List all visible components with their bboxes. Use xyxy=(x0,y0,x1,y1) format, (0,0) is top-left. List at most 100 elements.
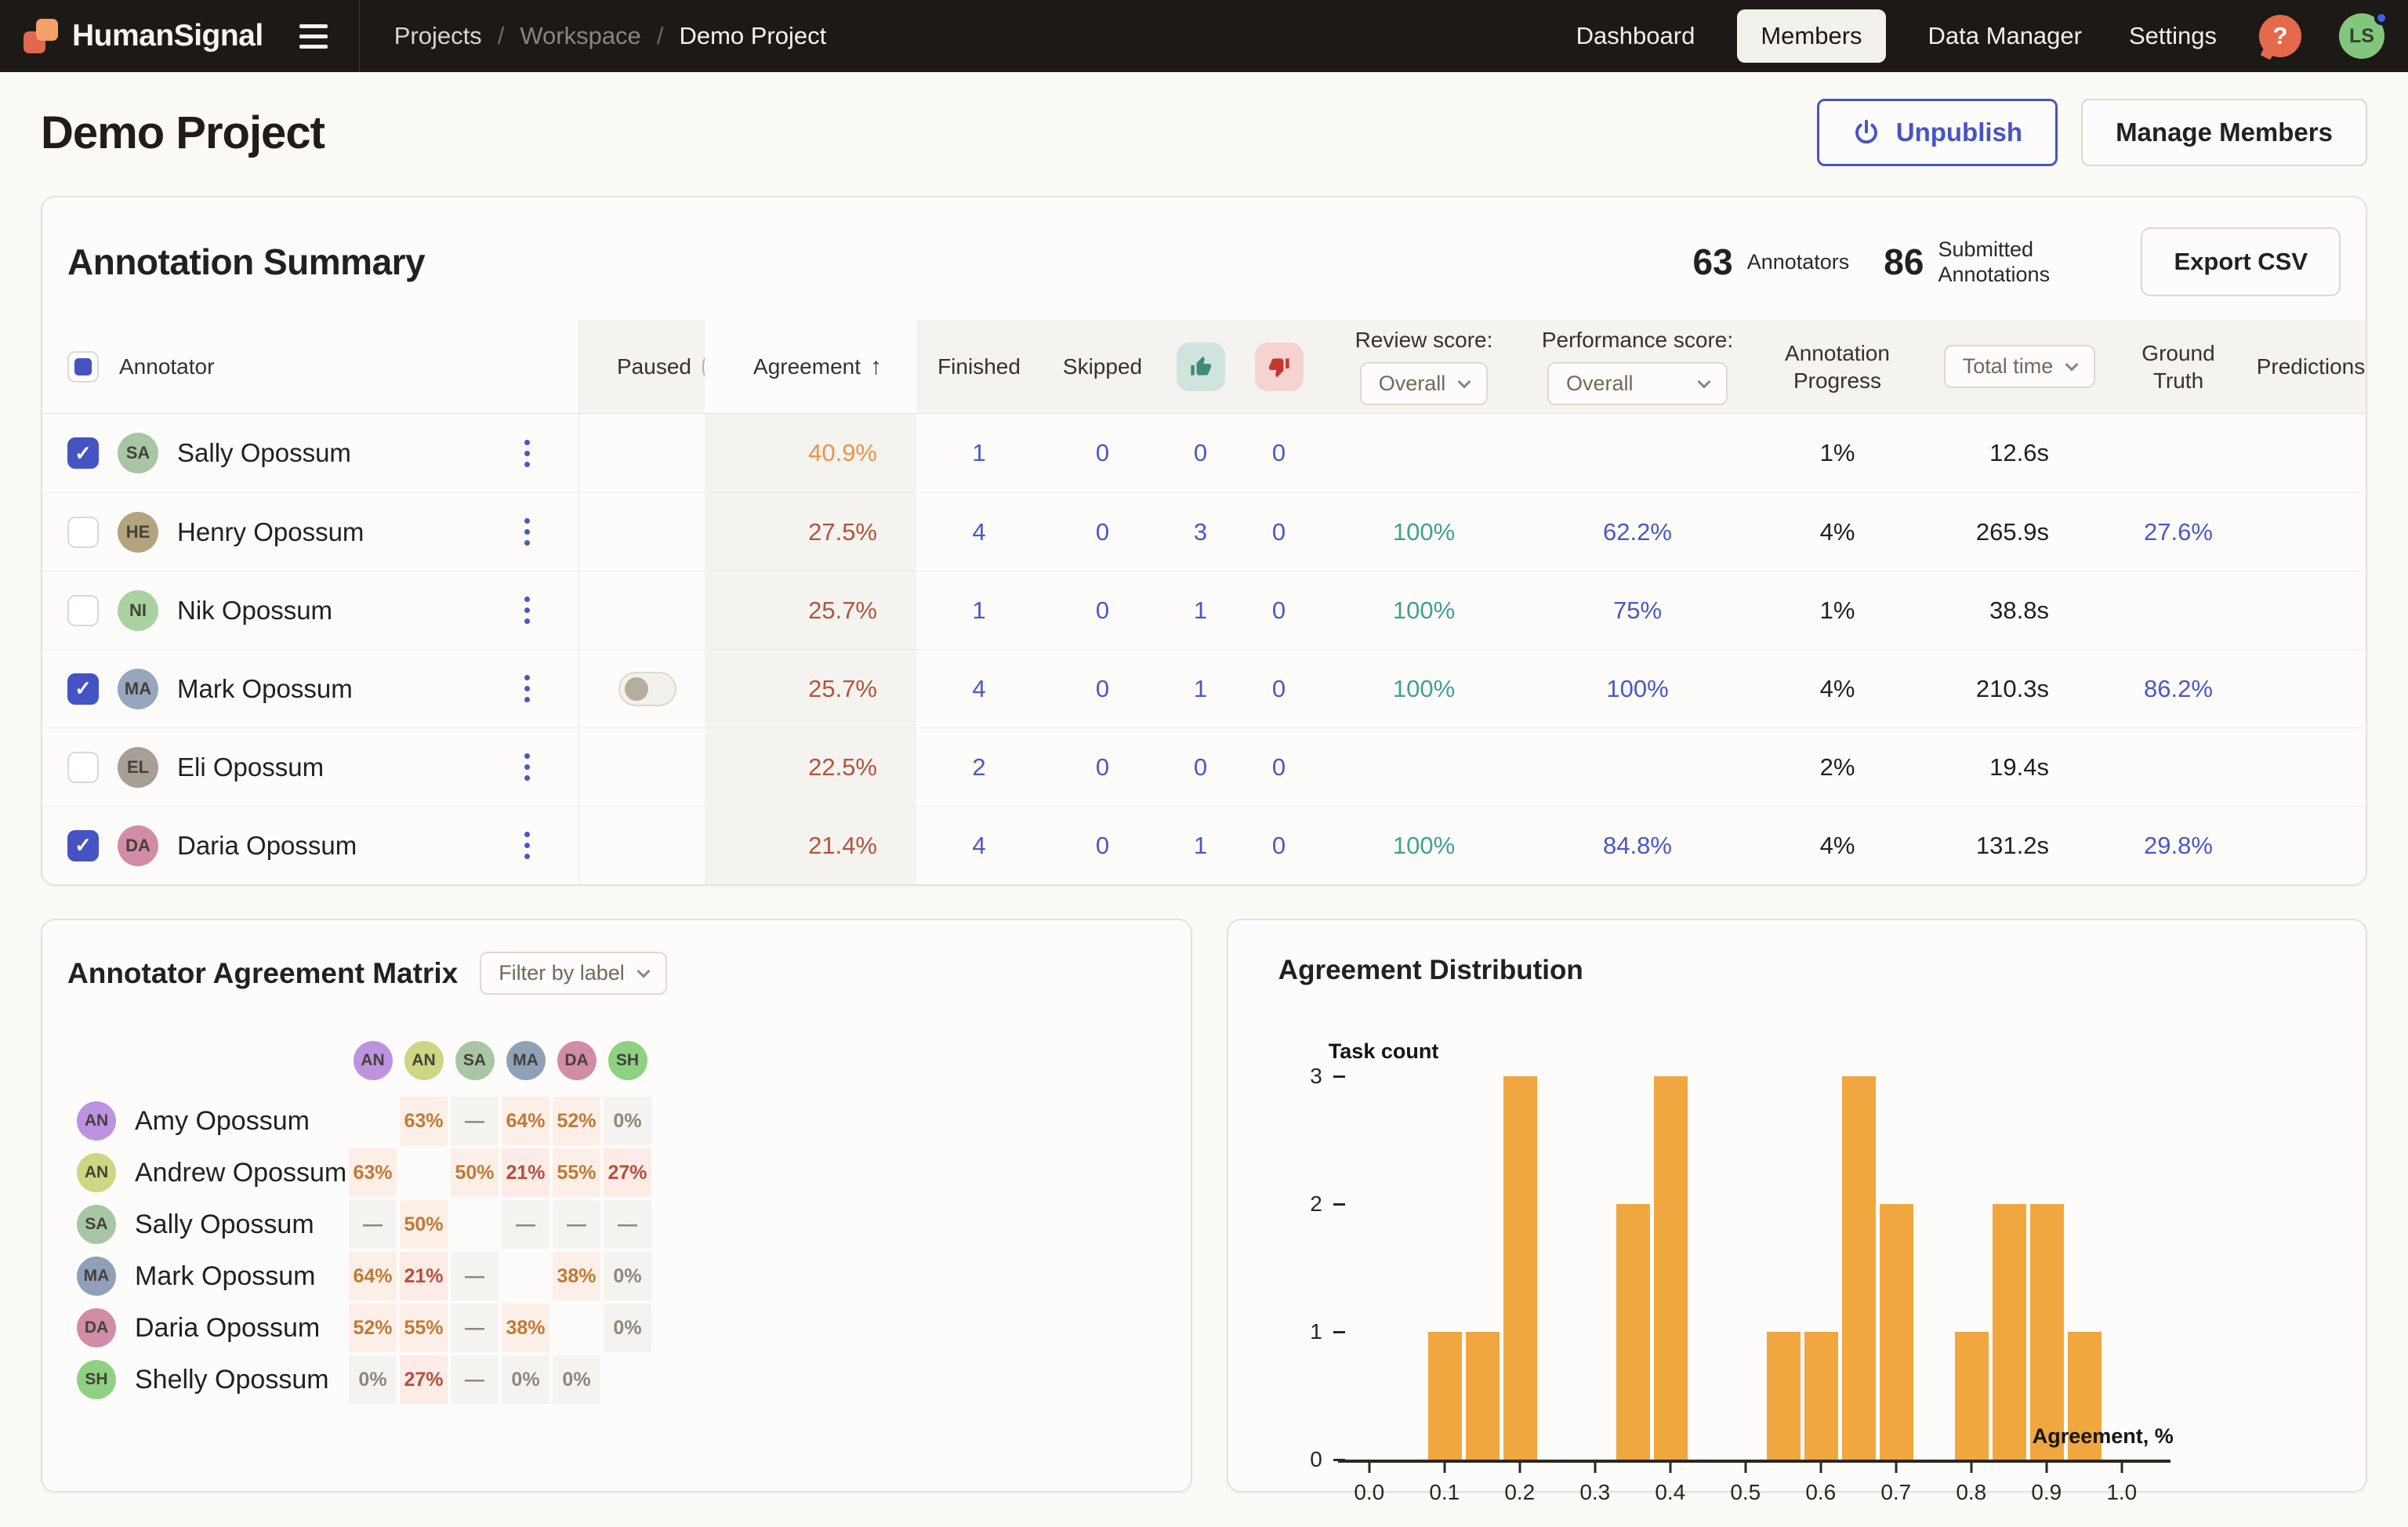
row-checkbox[interactable]: ✓ xyxy=(67,437,99,469)
review-score-select[interactable]: Overall xyxy=(1359,362,1489,405)
matrix-cell: — xyxy=(451,1097,499,1145)
ground-truth-value: 27.6% xyxy=(2144,517,2213,546)
annotation-progress-value: 4% xyxy=(1819,831,1855,859)
sort-ascending-icon[interactable]: ↑ xyxy=(870,353,882,379)
matrix-cell: 0% xyxy=(604,1097,651,1145)
matrix-cell: — xyxy=(502,1200,549,1249)
manage-members-button[interactable]: Manage Members xyxy=(2081,99,2367,166)
annotator-name: Daria Opossum xyxy=(135,1312,321,1343)
nav-divider xyxy=(358,0,360,72)
matrix-cell: 64% xyxy=(502,1097,549,1145)
agreement-header[interactable]: Agreement xyxy=(753,354,861,379)
matrix-row: MA Mark Opossum 64% 21% — 38% 0% xyxy=(77,1250,1166,1302)
accepted-count-value[interactable]: 0 xyxy=(1193,753,1208,781)
x-tick-label: 0.1 xyxy=(1429,1480,1460,1504)
breadcrumb-workspace[interactable]: Workspace xyxy=(520,22,641,49)
help-button[interactable]: ? xyxy=(2259,15,2301,57)
nav-members[interactable]: Members xyxy=(1737,9,1886,63)
breadcrumb-projects[interactable]: Projects xyxy=(393,22,482,49)
humansignal-logo[interactable]: HumanSignal xyxy=(24,19,263,53)
performance-score-value xyxy=(1528,728,1747,806)
select-all-checkbox[interactable] xyxy=(67,350,99,383)
finished-value[interactable]: 4 xyxy=(972,674,986,702)
accepted-count-value[interactable]: 1 xyxy=(1193,596,1208,624)
performance-score-select[interactable]: Overall xyxy=(1547,362,1728,405)
total-time-select[interactable]: Total time xyxy=(1943,345,2096,388)
rejected-count-value[interactable]: 0 xyxy=(1271,674,1286,702)
row-menu-icon[interactable] xyxy=(518,512,536,552)
review-score-value: 100% xyxy=(1392,831,1456,859)
predictions-value xyxy=(2245,414,2366,492)
row-checkbox[interactable]: ✓ xyxy=(67,829,99,861)
accepted-count-value[interactable]: 1 xyxy=(1193,831,1208,859)
online-status-dot xyxy=(2374,11,2388,25)
matrix-cell: — xyxy=(604,1200,651,1249)
x-tick xyxy=(1594,1463,1597,1473)
finished-value[interactable]: 2 xyxy=(972,753,986,781)
annotators-label: Annotators xyxy=(1746,249,1850,274)
finished-value[interactable]: 4 xyxy=(972,517,986,546)
rejected-count-value[interactable]: 0 xyxy=(1271,831,1286,859)
annotator-name: Eli Opossum xyxy=(177,752,325,782)
x-axis-label: Agreement, % xyxy=(2032,1424,2174,1448)
finished-value[interactable]: 4 xyxy=(972,831,986,859)
chevron-down-icon xyxy=(2065,357,2079,372)
skipped-value[interactable]: 0 xyxy=(1095,517,1110,546)
avatar: EL xyxy=(118,746,158,788)
paused-toggle[interactable] xyxy=(618,671,676,706)
x-tick xyxy=(1895,1463,1898,1473)
annotator-name: Sally Opossum xyxy=(135,1209,314,1239)
row-checkbox[interactable] xyxy=(67,594,99,626)
rejected-count-value[interactable]: 0 xyxy=(1271,517,1286,546)
finished-value[interactable]: 1 xyxy=(972,439,986,466)
row-menu-icon[interactable] xyxy=(518,747,536,787)
nav-settings[interactable]: Settings xyxy=(2128,22,2217,49)
filter-by-label-select[interactable]: Filter by label xyxy=(480,952,667,995)
rejected-count-value[interactable]: 0 xyxy=(1271,439,1286,466)
predictions-value xyxy=(2245,728,2366,806)
skipped-value[interactable]: 0 xyxy=(1095,439,1110,466)
accepted-count-value[interactable]: 0 xyxy=(1193,439,1208,466)
skipped-value[interactable]: 0 xyxy=(1095,596,1110,624)
performance-score-value: 100% xyxy=(1606,674,1669,702)
total-time-value: 38.8s xyxy=(1989,596,2049,624)
review-score-header: Review score: xyxy=(1354,328,1493,352)
rejected-count-value[interactable]: 0 xyxy=(1271,753,1286,781)
accepted-count-value[interactable]: 1 xyxy=(1193,674,1208,702)
user-avatar[interactable]: LS xyxy=(2339,11,2388,59)
x-tick xyxy=(1970,1463,1973,1473)
ground-truth-value xyxy=(2112,728,2245,806)
y-axis-label: Task count xyxy=(1328,1039,1439,1063)
predictions-value xyxy=(2245,571,2366,649)
histogram-bar xyxy=(1427,1332,1462,1460)
row-menu-icon[interactable] xyxy=(518,433,536,473)
skipped-value[interactable]: 0 xyxy=(1095,674,1110,702)
unpublish-button[interactable]: Unpublish xyxy=(1816,99,2058,166)
histogram-bar xyxy=(1653,1076,1688,1460)
avatar: SA xyxy=(77,1205,116,1244)
skipped-value[interactable]: 0 xyxy=(1095,831,1110,859)
avatar: SA xyxy=(455,1041,495,1080)
hamburger-menu-icon[interactable] xyxy=(299,24,328,49)
row-checkbox[interactable] xyxy=(67,751,99,783)
row-menu-icon[interactable] xyxy=(518,825,536,865)
row-menu-icon[interactable] xyxy=(518,590,536,630)
y-tick-label: 1 xyxy=(1310,1319,1322,1344)
y-tick xyxy=(1333,1459,1345,1461)
matrix-cell xyxy=(502,1252,549,1300)
row-menu-icon[interactable] xyxy=(518,669,536,709)
row-checkbox[interactable] xyxy=(67,516,99,548)
accepted-count-value[interactable]: 3 xyxy=(1193,517,1208,546)
finished-value[interactable]: 1 xyxy=(972,596,986,624)
row-checkbox[interactable]: ✓ xyxy=(67,673,99,705)
x-tick-label: 1.0 xyxy=(2106,1480,2138,1504)
nav-data-manager[interactable]: Data Manager xyxy=(1927,22,2082,49)
rejected-count-value[interactable]: 0 xyxy=(1271,596,1286,624)
finished-header: Finished xyxy=(916,320,1042,413)
annotator-name: Shelly Opossum xyxy=(135,1364,329,1395)
chevron-down-icon xyxy=(1697,375,1711,389)
skipped-value[interactable]: 0 xyxy=(1095,753,1110,781)
histogram-bar xyxy=(1804,1332,1838,1460)
export-csv-button[interactable]: Export CSV xyxy=(2141,227,2341,296)
nav-dashboard[interactable]: Dashboard xyxy=(1576,22,1695,49)
